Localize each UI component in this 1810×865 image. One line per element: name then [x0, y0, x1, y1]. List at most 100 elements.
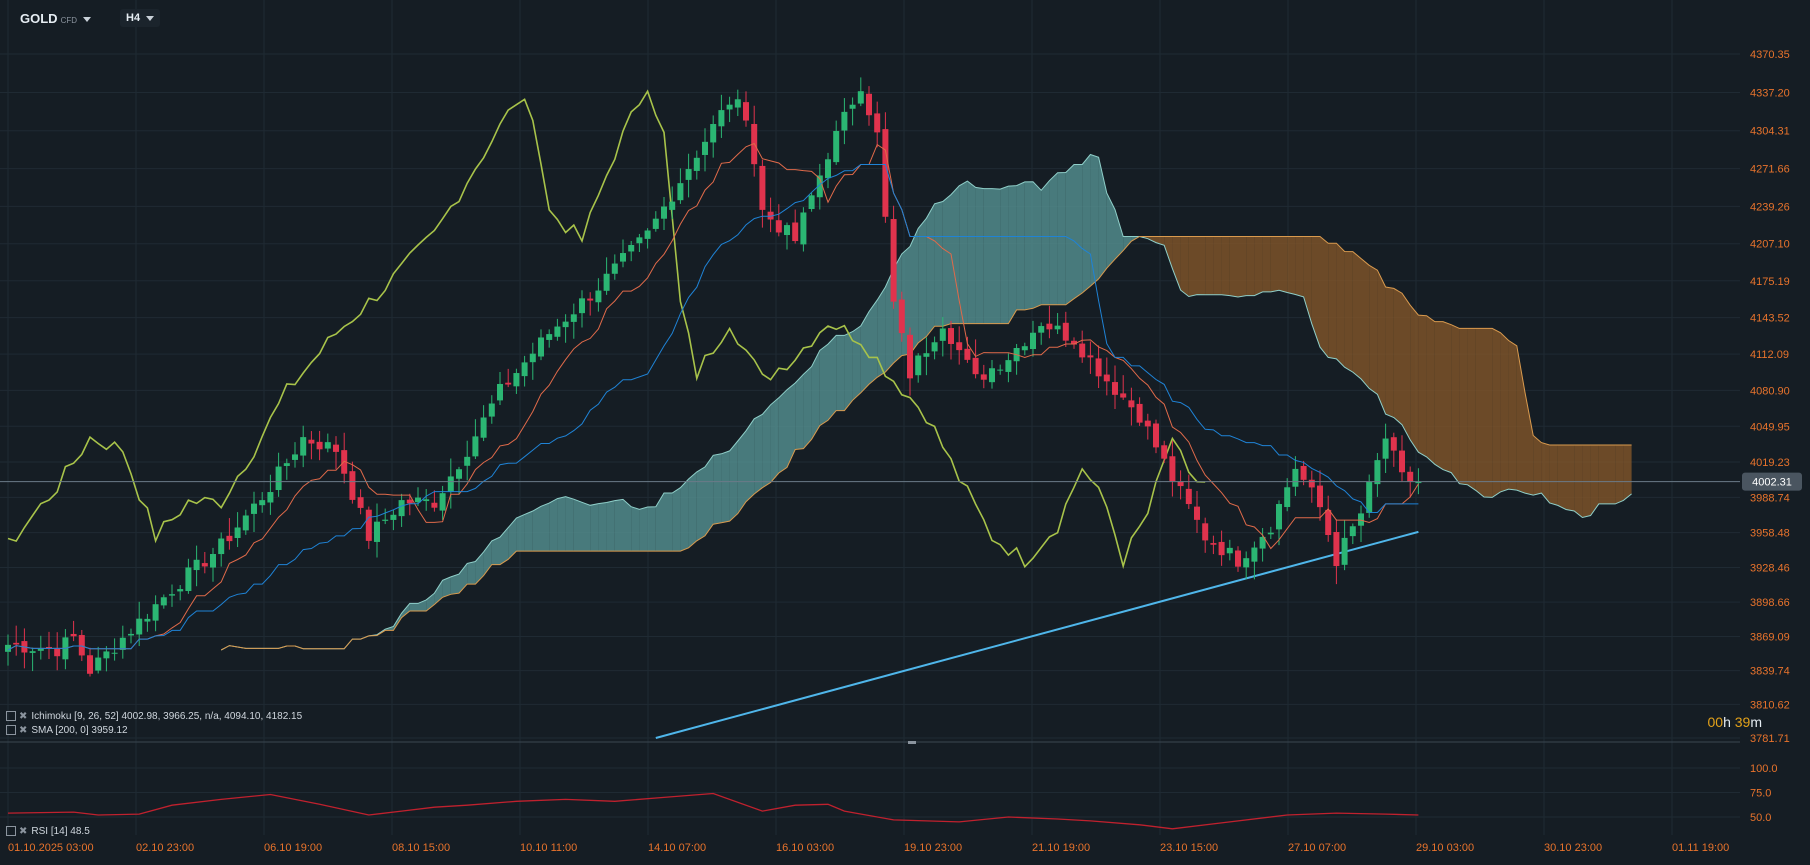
- kumo-cloud-segment: [951, 185, 960, 324]
- close-icon[interactable]: ✖: [19, 725, 28, 736]
- kumo-cloud-segment: [1328, 243, 1337, 359]
- candle-body: [87, 655, 93, 674]
- candle-body: [431, 502, 438, 508]
- kumo-cloud-segment: [844, 331, 853, 411]
- symbol-suffix: CFD: [60, 16, 78, 25]
- sma-values: SMA [200, 0] 3959.12: [31, 725, 128, 736]
- candle-body: [931, 342, 938, 352]
- candle-body: [759, 165, 766, 210]
- kumo-cloud-segment: [475, 551, 484, 585]
- candle-body: [907, 334, 913, 379]
- timer-hours-unit: h: [1723, 714, 1731, 730]
- candle-body: [841, 111, 848, 131]
- time-axis-label: 01.10.2025 03:00: [8, 842, 94, 854]
- sma-legend[interactable]: ✖ SMA [200, 0] 3959.12: [6, 725, 128, 736]
- timer-minutes: 39: [1734, 714, 1751, 730]
- kumo-cloud-segment: [1459, 328, 1468, 485]
- candle-body: [1407, 471, 1414, 482]
- candle-body: [1087, 355, 1094, 358]
- kumo-cloud-segment: [1205, 236, 1214, 295]
- price-axis-label: 4271.66: [1750, 164, 1790, 176]
- rsi-axis-label: 50.0: [1750, 812, 1771, 824]
- kumo-cloud-segment: [1262, 236, 1271, 292]
- timer-minutes-unit: m: [1750, 714, 1762, 730]
- ichimoku-values: Ichimoku [9, 26, 52] 4002.98, 3966.25, n…: [31, 711, 303, 722]
- candle-body: [956, 342, 963, 351]
- candle-body: [1292, 468, 1299, 487]
- candle-body: [972, 357, 979, 375]
- candle-body: [693, 157, 700, 171]
- candle-body: [1382, 438, 1389, 459]
- settings-icon[interactable]: [6, 725, 16, 736]
- kumo-cloud-segment: [1311, 236, 1320, 348]
- candle-body: [136, 618, 143, 635]
- kumo-cloud-segment: [918, 218, 927, 343]
- timeframe-selector[interactable]: H4: [120, 9, 161, 27]
- current-price-label: 4002.31: [1752, 477, 1792, 489]
- kumo-cloud-segment: [688, 471, 697, 548]
- candle-body: [964, 348, 971, 360]
- candle-body: [980, 374, 987, 380]
- candle-body: [767, 211, 774, 220]
- candle-body: [447, 476, 454, 493]
- time-axis-label: 02.10 23:00: [136, 842, 194, 854]
- candle-body: [1153, 423, 1159, 448]
- kumo-cloud-segment: [1082, 154, 1091, 293]
- kumo-cloud-segment: [1443, 321, 1452, 473]
- candle-body: [1144, 420, 1151, 427]
- candle-body: [480, 417, 487, 438]
- kumo-cloud-segment: [811, 350, 820, 440]
- candle-body: [251, 503, 257, 514]
- candle-body: [1021, 346, 1028, 351]
- kumo-cloud-segment: [1475, 328, 1484, 498]
- candle-body: [1079, 343, 1086, 358]
- kumo-cloud-segment: [1254, 236, 1263, 296]
- kumo-cloud-segment: [803, 366, 812, 449]
- kumo-cloud-segment: [532, 506, 541, 552]
- time-axis-label: 21.10 19:00: [1032, 842, 1090, 854]
- candle-body: [702, 141, 708, 155]
- rsi-legend[interactable]: ✖ RSI [14] 48.5: [6, 826, 90, 837]
- settings-icon[interactable]: [6, 711, 16, 722]
- kumo-cloud-segment: [1385, 286, 1394, 418]
- rsi-values: RSI [14] 48.5: [31, 826, 90, 837]
- kumo-cloud-segment: [598, 502, 607, 552]
- candle-body: [1103, 374, 1110, 382]
- kumo-cloud-segment: [1180, 236, 1189, 297]
- kumo-cloud-segment: [721, 450, 730, 523]
- candle-body: [874, 113, 881, 133]
- kumo-cloud-segment: [1197, 236, 1206, 295]
- candle-body: [611, 263, 618, 274]
- symbol-selector[interactable]: GOLD CFD: [20, 11, 92, 26]
- kumo-cloud-segment: [1270, 236, 1279, 292]
- pane-resize-handle[interactable]: [908, 741, 916, 744]
- time-axis-label: 01.11 19:00: [1672, 842, 1729, 854]
- kumo-cloud-segment: [1041, 180, 1050, 305]
- candle-body: [242, 515, 249, 531]
- candle-body: [579, 298, 585, 314]
- time-axis-label: 30.10 23:00: [1544, 842, 1602, 854]
- kumo-cloud-segment: [1377, 270, 1386, 415]
- kumo-cloud-segment: [910, 228, 919, 355]
- kumo-cloud-segment: [1164, 236, 1173, 269]
- tenkan-sen: [7, 142, 1419, 651]
- close-icon[interactable]: ✖: [19, 826, 28, 837]
- candle-body: [13, 642, 20, 645]
- ichimoku-legend[interactable]: ✖ Ichimoku [9, 26, 52] 4002.98, 3966.25, …: [6, 711, 302, 722]
- candle-body: [37, 648, 44, 651]
- candle-body: [1226, 547, 1233, 554]
- candle-body: [1390, 437, 1397, 451]
- kumo-cloud-segment: [434, 580, 443, 605]
- settings-icon[interactable]: [6, 826, 16, 837]
- close-icon[interactable]: ✖: [19, 711, 28, 722]
- timeframe-label: H4: [126, 12, 141, 24]
- kumo-cloud-segment: [836, 335, 845, 411]
- candle-body: [529, 353, 536, 363]
- kumo-cloud-segment: [942, 194, 951, 327]
- kumo-cloud-segment: [1434, 321, 1443, 470]
- candle-body: [193, 559, 200, 571]
- kumo-cloud-segment: [516, 514, 525, 552]
- candle-body: [948, 328, 954, 344]
- kumo-cloud-segment: [401, 603, 410, 618]
